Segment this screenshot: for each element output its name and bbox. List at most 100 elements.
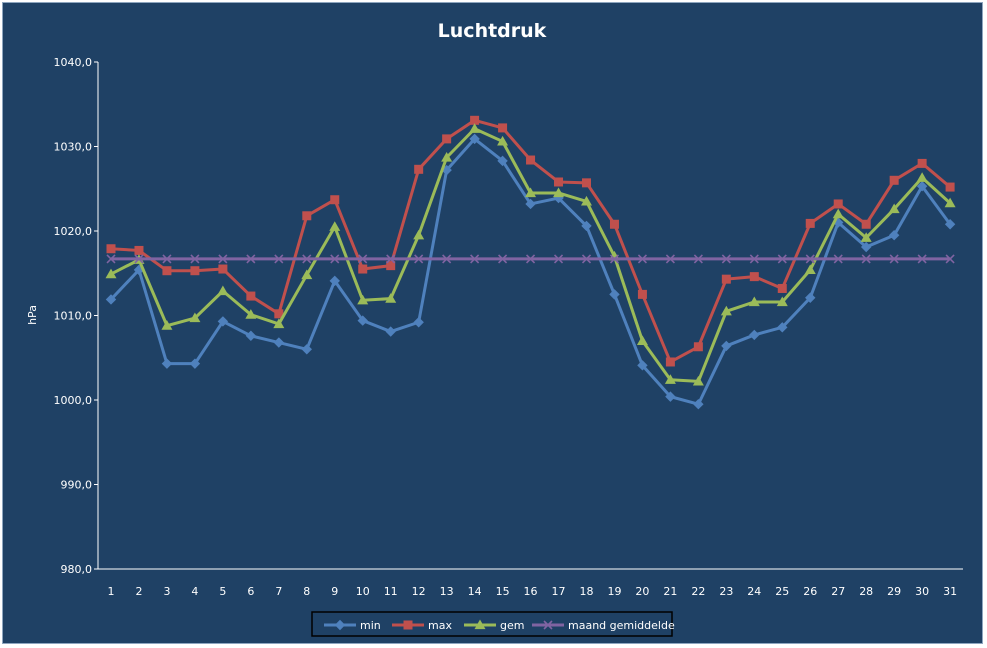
- legend-label: min: [360, 619, 381, 632]
- x-tick-label: 13: [440, 585, 454, 598]
- point-maand-gemiddelde-stroke-b: [945, 254, 955, 264]
- point-max: [637, 289, 647, 299]
- x-tick-label: 31: [943, 585, 957, 598]
- point-min: [721, 340, 732, 352]
- point-max: [805, 218, 815, 228]
- point-min: [637, 360, 648, 371]
- point-maand-gemiddelde-stroke-b: [889, 254, 899, 264]
- point-max: [777, 283, 787, 293]
- point-gem: [469, 123, 481, 133]
- point-maand-gemiddelde-stroke-b: [274, 254, 284, 264]
- legend-swatch-marker: [474, 619, 486, 630]
- point-maand-gemiddelde: [749, 254, 759, 264]
- point-gem: [944, 197, 956, 208]
- x-tick-label: 29: [887, 585, 901, 598]
- series-max: [106, 115, 955, 367]
- axes: 980,0 990,0 1000,0 1010,0 1020,0 1030,0 1040,0…: [54, 56, 963, 598]
- y-tick-label: 1010,0: [54, 310, 93, 323]
- point-maand-gemiddelde-stroke-b: [134, 254, 144, 264]
- legend-label: max: [428, 619, 452, 632]
- point-min: [581, 220, 592, 232]
- point-min: [860, 241, 872, 253]
- point-max: [693, 342, 703, 352]
- point-min: [161, 358, 173, 369]
- series-maand-gemiddelde: [106, 254, 955, 264]
- point-min: [189, 358, 201, 369]
- point-min: [609, 289, 620, 300]
- x-tick-label: 17: [552, 585, 566, 598]
- point-max: [134, 245, 144, 255]
- point-maand-gemiddelde: [498, 254, 508, 264]
- point-maand-gemiddelde: [637, 254, 647, 264]
- y-tick-label: 1030,0: [54, 141, 93, 154]
- x-tick-label: 7: [275, 585, 282, 598]
- point-maand-gemiddelde-stroke-b: [609, 254, 620, 264]
- point-gem: [888, 203, 900, 214]
- y-axis-label: hPa: [26, 305, 39, 325]
- point-maand-gemiddelde-stroke-b: [414, 254, 424, 264]
- x-tick-label: 28: [859, 585, 873, 598]
- point-gem: [553, 187, 565, 198]
- point-maand-gemiddelde-stroke-b: [553, 254, 564, 264]
- point-max: [246, 291, 256, 301]
- point-maand-gemiddelde: [581, 254, 592, 264]
- x-tick-label: 22: [691, 585, 705, 598]
- point-maand-gemiddelde: [609, 254, 620, 264]
- x-tick-label: 2: [135, 585, 142, 598]
- point-gem: [636, 335, 648, 345]
- point-maand-gemiddelde: [693, 254, 703, 264]
- point-maand-gemiddelde-stroke-b: [442, 254, 452, 264]
- point-min: [385, 326, 396, 337]
- point-gem: [301, 269, 313, 280]
- point-min: [105, 294, 117, 305]
- point-maand-gemiddelde: [553, 254, 564, 264]
- point-maand-gemiddelde-stroke-b: [749, 254, 759, 264]
- point-maand-gemiddelde-stroke-b: [665, 254, 675, 264]
- point-maand-gemiddelde: [134, 254, 144, 264]
- point-maand-gemiddelde-stroke-b: [218, 254, 228, 264]
- point-min: [413, 317, 424, 328]
- point-max: [442, 134, 452, 144]
- point-maand-gemiddelde: [358, 254, 368, 264]
- point-maand-gemiddelde: [190, 254, 200, 264]
- x-tick-label: 8: [303, 585, 310, 598]
- point-maand-gemiddelde: [470, 254, 480, 264]
- series-min: [105, 133, 956, 410]
- point-gem: [832, 208, 844, 219]
- x-tick-label: 12: [412, 585, 426, 598]
- y-tick-label: 980,0: [61, 563, 93, 576]
- point-min: [944, 219, 956, 230]
- point-gem: [748, 296, 760, 307]
- point-maand-gemiddelde: [246, 254, 256, 264]
- point-maand-gemiddelde: [414, 254, 424, 264]
- x-tick-label: 1: [108, 585, 115, 598]
- series-line-min: [109, 137, 952, 406]
- y-tick-label: 1040,0: [54, 56, 93, 69]
- point-maand-gemiddelde-stroke-b: [498, 254, 508, 264]
- legend-swatch-marker: [543, 620, 553, 630]
- x-tick-label: 27: [831, 585, 845, 598]
- point-maand-gemiddelde-stroke-b: [637, 254, 647, 264]
- point-maand-gemiddelde: [330, 254, 340, 264]
- point-maand-gemiddelde: [777, 254, 787, 264]
- point-max: [833, 199, 843, 209]
- x-tick-label: 6: [247, 585, 254, 598]
- x-tick-label: 21: [663, 585, 677, 598]
- point-maand-gemiddelde: [302, 254, 312, 264]
- point-maand-gemiddelde-stroke-b: [246, 254, 256, 264]
- x-tick-label: 16: [524, 585, 538, 598]
- point-max: [358, 264, 368, 274]
- point-maand-gemiddelde: [442, 254, 452, 264]
- x-tick-label: 5: [219, 585, 226, 598]
- point-maand-gemiddelde-stroke-b: [358, 254, 368, 264]
- point-maand-gemiddelde: [833, 254, 843, 264]
- point-max: [581, 178, 591, 188]
- point-max: [162, 266, 172, 276]
- point-gem: [329, 221, 341, 231]
- point-min: [497, 155, 508, 167]
- x-tick-label: 23: [719, 585, 733, 598]
- point-maand-gemiddelde-stroke-b: [330, 254, 340, 264]
- point-max: [554, 177, 564, 187]
- x-tick-label: 30: [915, 585, 929, 598]
- point-gem: [776, 296, 788, 307]
